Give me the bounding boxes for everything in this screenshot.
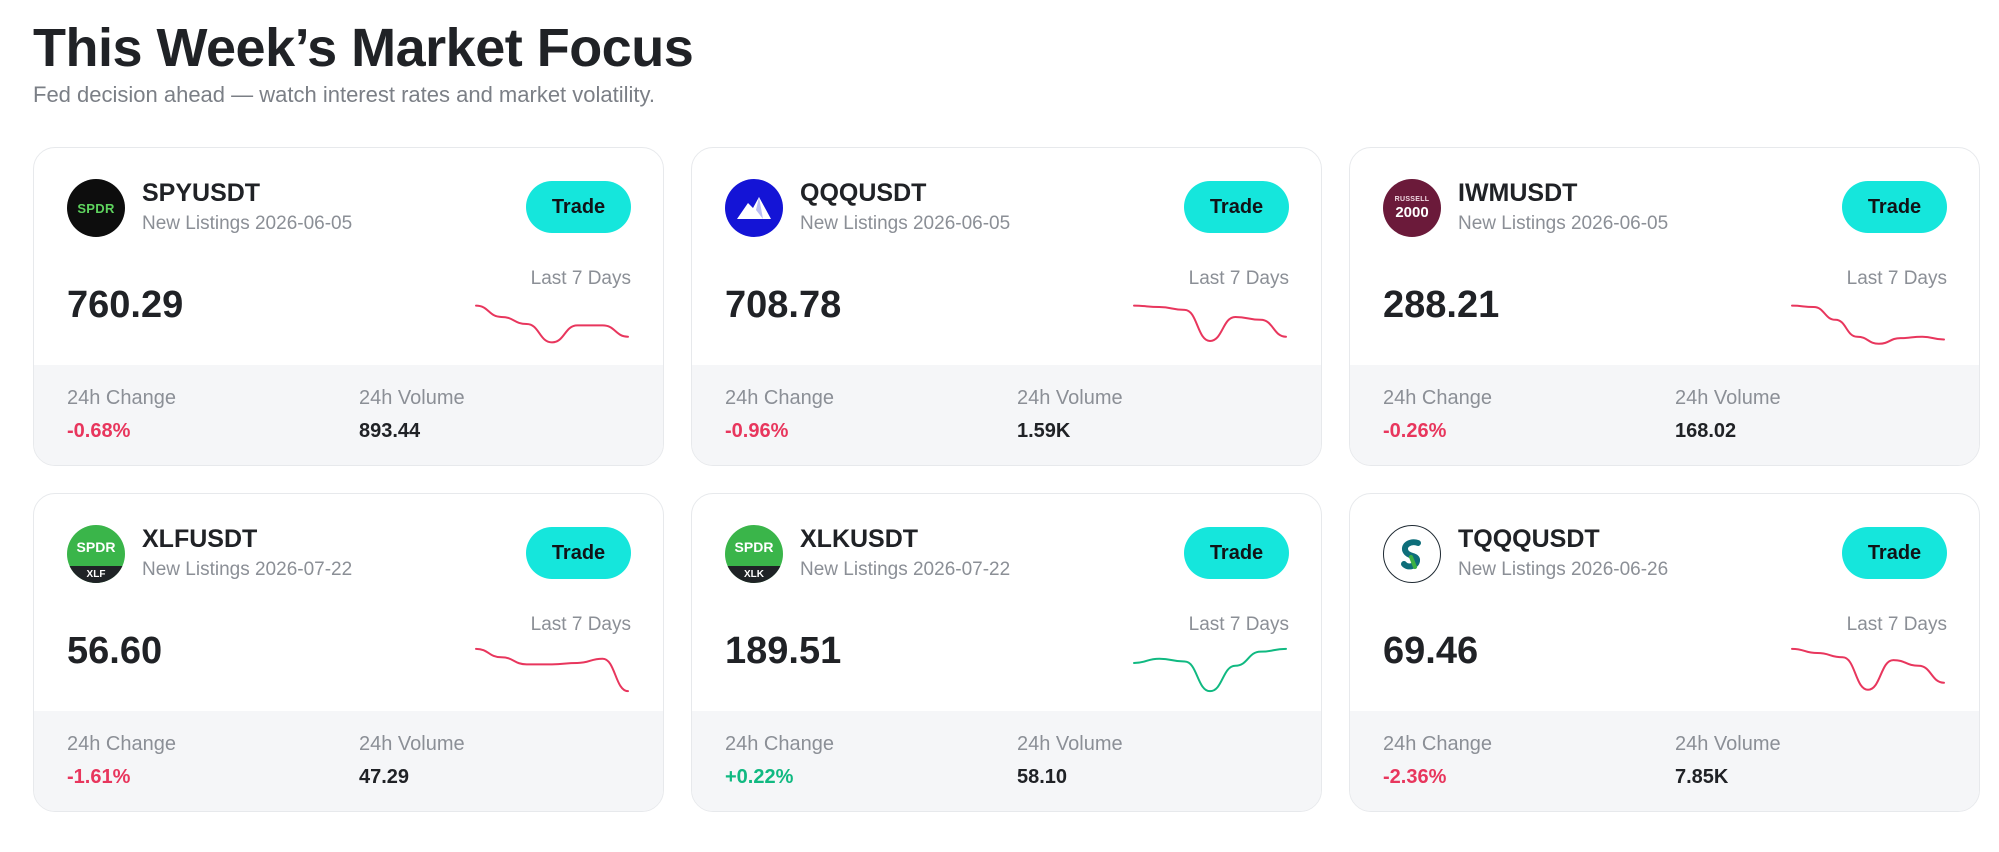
spdr-xlk-icon: SPDR XLK	[725, 525, 783, 583]
ticker-symbol: IWMUSDT	[1458, 179, 1578, 207]
volume-value: 893.44	[359, 420, 421, 442]
price-value: 69.46	[1383, 630, 1479, 672]
logo-subtext: XLF	[67, 566, 125, 583]
invesco-mountain-icon	[725, 179, 783, 237]
card-stats-footer: 24h Change -2.36% 24h Volume 7.85K	[1350, 711, 1979, 811]
logo-text: 2000	[1395, 204, 1429, 221]
logo-text: SPDR	[76, 539, 116, 555]
change-label: 24h Change	[725, 733, 834, 755]
russell-2000-icon: RUSSELL 2000	[1383, 179, 1441, 237]
ticker-symbol: XLKUSDT	[800, 525, 919, 553]
sparkline-range-label: Last 7 Days	[1188, 614, 1289, 635]
change-value: +0.22%	[725, 766, 794, 788]
listing-date: New Listings 2026-06-05	[142, 213, 353, 234]
price-value: 760.29	[67, 284, 184, 326]
market-card-iwmusdt[interactable]: RUSSELL 2000 IWMUSDT New Listings 2026-06-0…	[1349, 147, 1980, 466]
change-value: -2.36%	[1383, 766, 1447, 788]
market-card-qqqusdt[interactable]: QQQUSDT New Listings 2026-06-05 Trade Last …	[691, 147, 1322, 466]
trade-button[interactable]: Trade	[1184, 181, 1289, 233]
trade-button[interactable]: Trade	[526, 181, 631, 233]
price-value: 288.21	[1383, 284, 1500, 326]
spdr-xlf-icon: SPDR XLF	[67, 525, 125, 583]
listing-date: New Listings 2026-06-05	[800, 213, 1011, 234]
market-card-grid: SPDR SPYUSDT New Listings 2026-06-05 Trade L…	[33, 147, 1980, 812]
sparkline-chart	[1133, 304, 1287, 342]
change-value: -1.61%	[67, 766, 131, 788]
spdr-logo-icon: SPDR	[67, 179, 125, 237]
ticker-symbol: SPYUSDT	[142, 179, 261, 207]
change-label: 24h Change	[1383, 733, 1492, 755]
market-card-tqqqusdt[interactable]: TQQQUSDT New Listings 2026-06-26 Trade Last…	[1349, 493, 1980, 812]
trade-button[interactable]: Trade	[1184, 527, 1289, 579]
volume-value: 47.29	[359, 766, 410, 788]
volume-label: 24h Volume	[1017, 387, 1123, 409]
trade-button[interactable]: Trade	[1842, 181, 1947, 233]
volume-value: 1.59K	[1017, 420, 1071, 442]
listing-date: New Listings 2026-07-22	[800, 559, 1011, 580]
market-card-xlfusdt[interactable]: SPDR XLF XLFUSDT New Listings 2026-07-22 Tra…	[33, 493, 664, 812]
logo-text: SPDR	[77, 200, 115, 216]
trade-button[interactable]: Trade	[1842, 527, 1947, 579]
change-label: 24h Change	[725, 387, 834, 409]
ticker-symbol: XLFUSDT	[142, 525, 258, 553]
page-subtitle: Fed decision ahead — watch interest rate…	[33, 82, 656, 107]
logo-text: SPDR	[734, 539, 774, 555]
volume-value: 7.85K	[1675, 766, 1729, 788]
sparkline-range-label: Last 7 Days	[1846, 268, 1947, 289]
change-label: 24h Change	[67, 387, 176, 409]
change-value: -0.26%	[1383, 420, 1447, 442]
sparkline-range-label: Last 7 Days	[1188, 268, 1289, 289]
market-card-spyusdt[interactable]: SPDR SPYUSDT New Listings 2026-06-05 Trade L…	[33, 147, 664, 466]
logo-subtext: RUSSELL	[1394, 196, 1430, 203]
card-stats-footer: 24h Change -0.26% 24h Volume 168.02	[1350, 365, 1979, 465]
page-title: This Week’s Market Focus	[33, 18, 694, 78]
volume-label: 24h Volume	[359, 733, 465, 755]
card-stats-footer: 24h Change -0.68% 24h Volume 893.44	[34, 365, 663, 465]
price-value: 708.78	[725, 284, 842, 326]
listing-date: New Listings 2026-07-22	[142, 559, 353, 580]
listing-date: New Listings 2026-06-05	[1458, 213, 1669, 234]
change-label: 24h Change	[67, 733, 176, 755]
price-value: 189.51	[725, 630, 842, 672]
sparkline-chart	[1133, 647, 1287, 693]
ticker-symbol: TQQQUSDT	[1458, 525, 1600, 553]
sparkline-chart	[1791, 304, 1945, 345]
sparkline-chart	[475, 304, 629, 344]
volume-value: 168.02	[1675, 420, 1737, 442]
listing-date: New Listings 2026-06-26	[1458, 559, 1669, 580]
volume-label: 24h Volume	[1017, 733, 1123, 755]
proshares-icon	[1383, 525, 1441, 583]
trade-button[interactable]: Trade	[526, 527, 631, 579]
sparkline-line	[1791, 304, 1945, 345]
logo-subtext: XLK	[725, 566, 783, 583]
sparkline-line	[1133, 304, 1287, 342]
change-value: -0.68%	[67, 420, 131, 442]
sparkline-range-label: Last 7 Days	[530, 614, 631, 635]
sparkline-chart	[1791, 647, 1945, 691]
sparkline-line	[475, 304, 629, 344]
volume-value: 58.10	[1017, 766, 1068, 788]
card-stats-footer: 24h Change +0.22% 24h Volume 58.10	[692, 711, 1321, 811]
sparkline-range-label: Last 7 Days	[530, 268, 631, 289]
ticker-symbol: QQQUSDT	[800, 179, 927, 207]
sparkline-line	[1791, 647, 1945, 691]
price-value: 56.60	[67, 630, 163, 672]
change-label: 24h Change	[1383, 387, 1492, 409]
card-stats-footer: 24h Change -0.96% 24h Volume 1.59K	[692, 365, 1321, 465]
sparkline-line	[1133, 647, 1287, 693]
market-card-xlkusdt[interactable]: SPDR XLK XLKUSDT New Listings 2026-07-22 Tra…	[691, 493, 1322, 812]
sparkline-line	[475, 647, 629, 693]
sparkline-chart	[475, 647, 629, 693]
volume-label: 24h Volume	[359, 387, 465, 409]
sparkline-range-label: Last 7 Days	[1846, 614, 1947, 635]
volume-label: 24h Volume	[1675, 387, 1781, 409]
change-value: -0.96%	[725, 420, 789, 442]
volume-label: 24h Volume	[1675, 733, 1781, 755]
card-stats-footer: 24h Change -1.61% 24h Volume 47.29	[34, 711, 663, 811]
